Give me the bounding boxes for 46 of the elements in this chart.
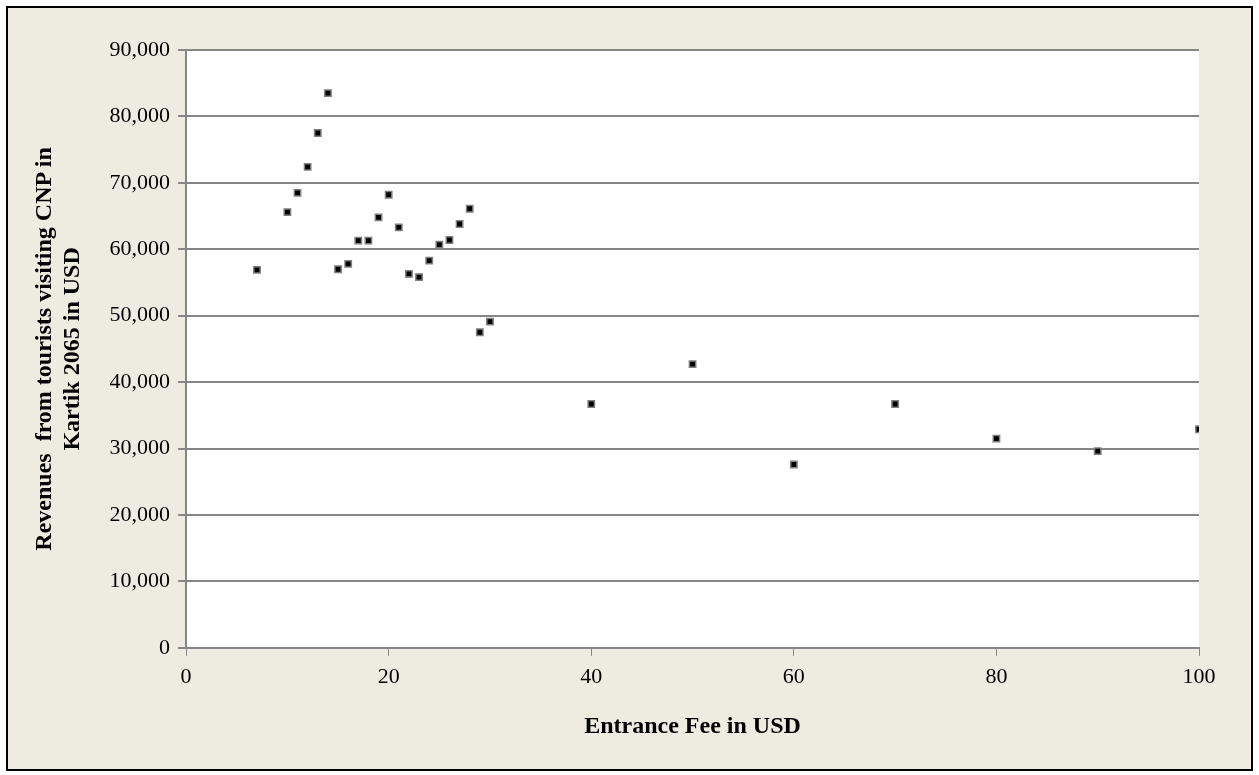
y-tick-label: 20,000 xyxy=(109,500,171,526)
point xyxy=(344,259,353,268)
point xyxy=(374,213,383,222)
y-tick-label: 70,000 xyxy=(109,168,171,194)
point xyxy=(405,269,413,278)
point xyxy=(354,236,363,245)
point xyxy=(253,265,261,274)
point xyxy=(334,265,342,274)
point xyxy=(455,220,464,228)
point xyxy=(465,204,474,213)
point xyxy=(313,129,322,137)
point xyxy=(283,208,292,216)
point xyxy=(587,400,596,408)
y-tick-label: 50,000 xyxy=(109,301,171,327)
point xyxy=(891,400,900,408)
point xyxy=(384,190,393,199)
point xyxy=(435,240,444,249)
point xyxy=(323,89,332,98)
x-tick-label: 20 xyxy=(377,662,400,688)
x-tick-label: 40 xyxy=(580,662,603,688)
x-tick-label: 60 xyxy=(782,662,805,688)
x-axis-title: Entrance Fee in USD xyxy=(584,711,801,738)
point xyxy=(445,236,454,244)
y-tick-label: 0 xyxy=(159,633,171,659)
x-tick-label: 100 xyxy=(1182,662,1216,688)
y-tick-label: 80,000 xyxy=(109,102,171,128)
point xyxy=(992,434,1001,443)
point xyxy=(425,256,434,265)
y-tick-label: 10,000 xyxy=(109,567,171,593)
point xyxy=(475,328,484,337)
y-axis-title: Revenues from tourists visiting CNP in Kartik 2065 in USD xyxy=(29,147,85,551)
y-tick-label: 30,000 xyxy=(109,434,171,460)
x-tick-label: 80 xyxy=(985,662,1008,688)
x-tick-label: 0 xyxy=(180,662,192,688)
point xyxy=(486,317,494,326)
point xyxy=(789,460,798,469)
y-tick-label: 40,000 xyxy=(109,367,171,393)
y-tick-label: 90,000 xyxy=(109,35,171,61)
point xyxy=(364,236,373,245)
point xyxy=(415,273,423,282)
y-tick-label: 60,000 xyxy=(109,235,171,261)
point xyxy=(394,223,403,232)
point xyxy=(303,162,312,171)
point xyxy=(688,360,697,369)
point xyxy=(293,188,302,197)
point xyxy=(1093,447,1102,456)
